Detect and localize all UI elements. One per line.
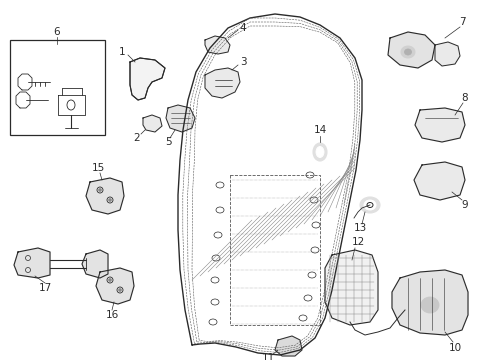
Text: 10: 10 [448,343,462,353]
Ellipse shape [360,197,380,213]
Polygon shape [388,32,435,68]
Ellipse shape [364,200,376,210]
Text: 16: 16 [105,310,119,320]
Polygon shape [82,250,108,278]
Polygon shape [392,270,468,335]
Bar [230,175,320,325]
Text: 2: 2 [134,133,140,143]
Text: 15: 15 [91,163,105,173]
Polygon shape [414,162,465,200]
Ellipse shape [401,46,415,58]
Ellipse shape [316,147,324,158]
Polygon shape [130,58,165,100]
Text: 6: 6 [54,27,60,37]
Text: 7: 7 [459,17,466,27]
Text: 5: 5 [165,137,172,147]
Polygon shape [86,178,124,214]
Text: 11: 11 [261,353,274,360]
Polygon shape [205,68,240,98]
Polygon shape [205,36,230,54]
Polygon shape [143,115,162,132]
Ellipse shape [98,189,101,192]
Text: 17: 17 [38,283,51,293]
Text: 1: 1 [119,47,125,57]
Ellipse shape [421,297,439,313]
Polygon shape [415,108,465,142]
Ellipse shape [108,198,112,202]
Polygon shape [96,268,134,304]
Text: 12: 12 [351,237,365,247]
Text: 14: 14 [314,125,327,135]
Text: 13: 13 [353,223,367,233]
Polygon shape [14,248,50,278]
Text: 9: 9 [462,200,468,210]
Ellipse shape [405,49,412,55]
Text: 8: 8 [462,93,468,103]
Ellipse shape [108,279,112,282]
Bar [10,40,105,135]
Polygon shape [435,42,460,66]
Ellipse shape [119,288,122,292]
Polygon shape [166,105,195,132]
Ellipse shape [313,143,327,161]
Text: 4: 4 [240,23,246,33]
Polygon shape [275,336,302,356]
Text: 3: 3 [240,57,246,67]
Polygon shape [325,250,378,325]
